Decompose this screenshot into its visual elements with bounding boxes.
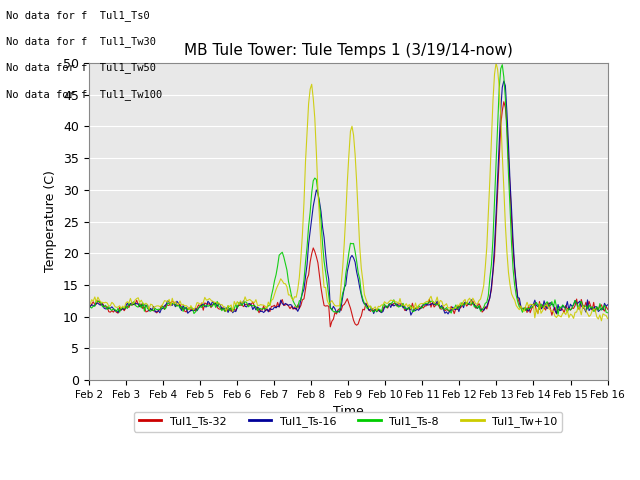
Text: No data for f  Tul1_Tw30: No data for f Tul1_Tw30 [6, 36, 156, 47]
Legend: Tul1_Ts-32, Tul1_Ts-16, Tul1_Ts-8, Tul1_Tw+10: Tul1_Ts-32, Tul1_Ts-16, Tul1_Ts-8, Tul1_… [134, 412, 562, 432]
Text: No data for f  Tul1_Ts0: No data for f Tul1_Ts0 [6, 10, 150, 21]
Text: No data for f  Tul1_Tw100: No data for f Tul1_Tw100 [6, 89, 163, 100]
Text: No data for f  Tul1_Tw50: No data for f Tul1_Tw50 [6, 62, 156, 73]
X-axis label: Time: Time [333, 405, 364, 418]
Title: MB Tule Tower: Tule Temps 1 (3/19/14-now): MB Tule Tower: Tule Temps 1 (3/19/14-now… [184, 43, 513, 58]
Y-axis label: Temperature (C): Temperature (C) [44, 170, 58, 273]
